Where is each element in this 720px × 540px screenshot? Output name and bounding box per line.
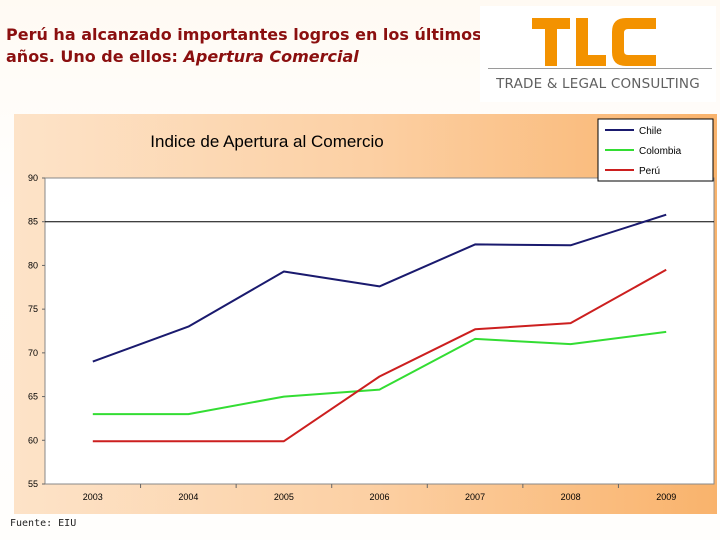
y-tick-label: 80 [28, 260, 38, 270]
legend-label-chile: Chile [639, 126, 662, 137]
tlc-logo-mark [532, 18, 656, 66]
x-tick-label: 2005 [274, 492, 294, 502]
plot-area [44, 177, 715, 485]
series-line-peru [92, 268, 667, 443]
y-tick-label: 85 [28, 217, 38, 227]
y-tick-label: 90 [28, 173, 38, 183]
y-tick-label: 65 [28, 392, 38, 402]
x-tick-label: 2003 [83, 492, 103, 502]
x-tick-label: 2008 [561, 492, 581, 502]
source-note: Fuente: EIU [10, 518, 77, 529]
chart-panel: Indice de Apertura al Comercio 90 85 80 75 7… [14, 114, 717, 514]
x-tick-label: 2007 [465, 492, 485, 502]
tlc-logo: TRADE & LEGAL CONSULTING [480, 6, 716, 102]
y-tick-label: 55 [28, 479, 38, 489]
y-axis: 90 85 80 75 70 65 60 55 [28, 173, 45, 489]
x-axis: 2003 2004 2005 2006 2007 2008 2009 [83, 484, 676, 502]
y-tick-label: 60 [28, 435, 38, 445]
logo-divider [488, 68, 712, 69]
legend: Chile Colombia Perú [597, 118, 714, 182]
series-group [92, 213, 667, 443]
headline-line-2: años. Uno de ellos: Apertura Comercial [6, 46, 486, 68]
series-line-colombia [92, 330, 667, 416]
x-tick-label: 2004 [178, 492, 198, 502]
legend-label-peru: Perú [639, 166, 660, 177]
y-tick-label: 75 [28, 304, 38, 314]
series-line-chile [92, 213, 667, 363]
logo-subtitle: TRADE & LEGAL CONSULTING [496, 76, 700, 92]
headline-line-2-italic: Apertura Comercial [183, 47, 359, 66]
slide-headline: Perú ha alcanzado importantes logros en … [6, 24, 486, 68]
x-tick-label: 2009 [656, 492, 676, 502]
headline-line-1: Perú ha alcanzado importantes logros en … [6, 25, 482, 44]
headline-line-2-plain: años. Uno de ellos: [6, 47, 184, 66]
chart-title: Indice de Apertura al Comercio [150, 132, 383, 151]
x-tick-label: 2006 [369, 492, 389, 502]
line-chart: Indice de Apertura al Comercio 90 85 80 75 7… [28, 118, 715, 502]
y-tick-label: 70 [28, 348, 38, 358]
legend-label-colombia: Colombia [639, 146, 682, 157]
